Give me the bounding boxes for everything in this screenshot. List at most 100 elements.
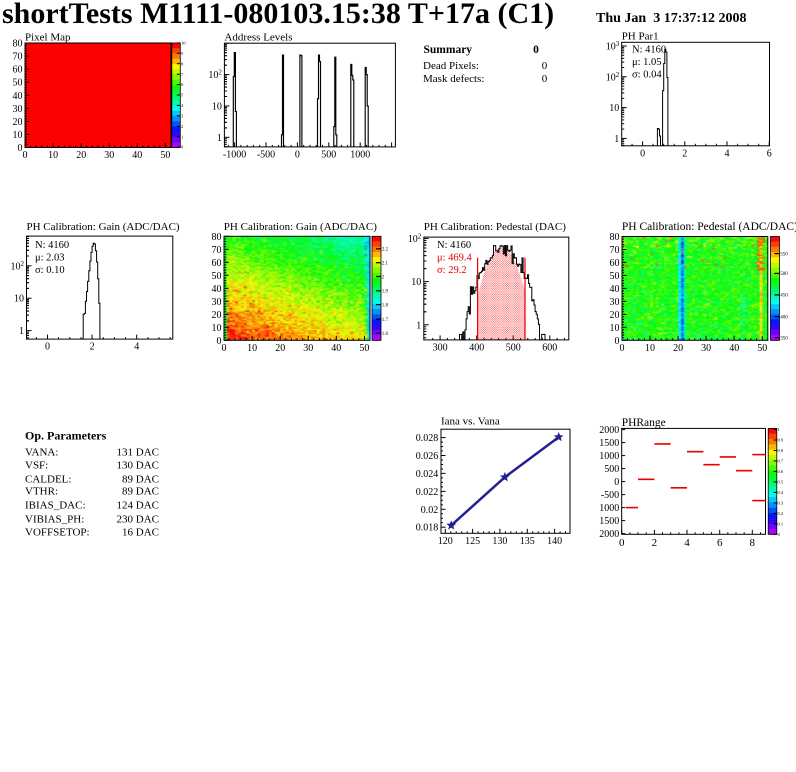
svg-text:2: 2 (181, 124, 183, 129)
svg-text:N: 4160: N: 4160 (632, 45, 666, 56)
svg-text:40: 40 (132, 150, 142, 161)
svg-text:130: 130 (492, 536, 507, 547)
svg-text:30: 30 (212, 297, 222, 308)
svg-text:0.018: 0.018 (416, 523, 439, 534)
svg-text:10: 10 (411, 277, 421, 288)
svg-text:Op. Parameters: Op. Parameters (25, 429, 107, 443)
svg-text:PH Calibration: Gain (ADC/DAC): PH Calibration: Gain (ADC/DAC) (27, 221, 180, 233)
svg-text:20: 20 (275, 343, 285, 354)
svg-text:0: 0 (23, 150, 28, 161)
svg-text:20: 20 (610, 310, 620, 321)
svg-text:10: 10 (14, 294, 24, 305)
svg-text:0: 0 (619, 537, 625, 549)
svg-text:4: 4 (134, 342, 139, 353)
svg-text:2: 2 (682, 148, 687, 159)
svg-text:Dead Pixels:: Dead Pixels: (423, 60, 479, 72)
svg-text:0: 0 (640, 148, 645, 159)
svg-text:230 DAC: 230 DAC (117, 514, 159, 526)
svg-text:20: 20 (13, 117, 23, 128)
svg-text:125: 125 (465, 536, 480, 547)
svg-text:350: 350 (780, 337, 788, 342)
svg-text:20: 20 (212, 310, 222, 321)
svg-text:0: 0 (542, 60, 548, 72)
svg-text:70: 70 (610, 245, 620, 256)
svg-text:40: 40 (331, 343, 341, 354)
svg-text:PH Calibration: Pedestal (DAC): PH Calibration: Pedestal (DAC) (424, 221, 566, 233)
svg-text:-1000: -1000 (223, 149, 246, 160)
svg-text:102: 102 (606, 71, 620, 84)
svg-text:1500: 1500 (599, 516, 619, 527)
svg-text:VOFFSETOP:: VOFFSETOP: (25, 527, 90, 539)
svg-text:4: 4 (725, 148, 730, 159)
svg-text:1000: 1000 (599, 451, 619, 462)
svg-text:50: 50 (212, 271, 222, 282)
svg-text:Summary: Summary (424, 44, 473, 56)
svg-text:Pixel Map: Pixel Map (25, 32, 71, 44)
svg-text:50: 50 (610, 271, 620, 282)
svg-text:10: 10 (181, 41, 186, 46)
svg-text:0: 0 (778, 532, 781, 537)
svg-text:Iana vs. Vana: Iana vs. Vana (441, 416, 500, 428)
svg-text:140: 140 (547, 536, 562, 547)
svg-text:30: 30 (13, 104, 23, 115)
svg-text:80: 80 (13, 39, 23, 50)
svg-text:10: 10 (212, 102, 222, 113)
svg-text:40: 40 (729, 343, 739, 354)
svg-text:89 DAC: 89 DAC (122, 486, 159, 498)
svg-text:0.026: 0.026 (416, 451, 439, 462)
svg-text:550: 550 (780, 252, 788, 257)
svg-text:7: 7 (181, 72, 184, 77)
svg-text:500: 500 (780, 272, 788, 277)
svg-text:80: 80 (610, 232, 620, 243)
svg-text:6: 6 (767, 148, 772, 159)
svg-text:500: 500 (604, 464, 619, 475)
svg-text:400: 400 (780, 316, 788, 321)
svg-text:-500: -500 (257, 149, 275, 160)
svg-text:VIBIAS_PH:: VIBIAS_PH: (25, 514, 84, 526)
svg-text:1.7: 1.7 (382, 318, 389, 323)
svg-text:70: 70 (13, 52, 23, 63)
svg-text:103: 103 (606, 40, 620, 53)
svg-text:60: 60 (13, 65, 23, 76)
svg-text:shortTests M1111-080103.15:38: shortTests M1111-080103.15:38 T+17a (C1) (2, 0, 554, 30)
svg-text:89 DAC: 89 DAC (122, 474, 159, 486)
svg-text:102: 102 (408, 232, 422, 245)
svg-text:0.1: 0.1 (778, 521, 784, 526)
svg-text:5: 5 (181, 93, 184, 98)
svg-text:0.02: 0.02 (421, 505, 439, 516)
svg-text:20: 20 (673, 343, 683, 354)
svg-text:0: 0 (542, 73, 548, 85)
svg-text:0: 0 (18, 143, 23, 154)
svg-text:0.9: 0.9 (778, 438, 784, 443)
svg-text:1: 1 (19, 326, 24, 337)
svg-text:3: 3 (181, 113, 184, 118)
svg-text:-500: -500 (601, 490, 619, 501)
svg-text:50: 50 (13, 78, 23, 89)
svg-text:μ: 2.03: μ: 2.03 (35, 253, 65, 264)
svg-text:130 DAC: 130 DAC (117, 460, 159, 472)
svg-text:0: 0 (45, 342, 50, 353)
svg-text:0.2: 0.2 (778, 511, 784, 516)
svg-text:30: 30 (701, 343, 711, 354)
svg-text:50: 50 (359, 343, 369, 354)
svg-text:4: 4 (684, 537, 690, 549)
svg-text:16 DAC: 16 DAC (122, 527, 159, 539)
svg-text:124 DAC: 124 DAC (117, 500, 159, 512)
svg-text:N: 4160: N: 4160 (437, 240, 471, 251)
svg-text:0: 0 (295, 149, 300, 160)
svg-text:PH Calibration: Pedestal (ADC/: PH Calibration: Pedestal (ADC/DAC) (622, 221, 796, 233)
svg-text:40: 40 (13, 91, 23, 102)
svg-text:50: 50 (757, 343, 767, 354)
svg-text:30: 30 (303, 343, 313, 354)
svg-text:μ: 1.05: μ: 1.05 (632, 57, 662, 68)
svg-text:10: 10 (48, 150, 58, 161)
svg-text:1: 1 (778, 427, 780, 432)
svg-text:10: 10 (247, 343, 257, 354)
svg-text:0: 0 (217, 336, 222, 347)
svg-text:PH Calibration: Gain (ADC/DAC): PH Calibration: Gain (ADC/DAC) (224, 221, 377, 233)
svg-text:0.8: 0.8 (778, 448, 784, 453)
svg-text:80: 80 (212, 232, 222, 243)
svg-text:1.6: 1.6 (382, 332, 389, 337)
svg-text:0.6: 0.6 (778, 469, 784, 474)
svg-text:70: 70 (212, 245, 222, 256)
